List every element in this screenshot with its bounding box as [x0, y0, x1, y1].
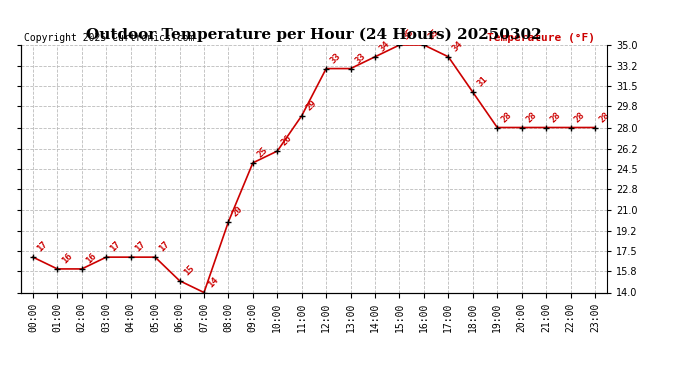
Text: 20: 20	[231, 204, 245, 218]
Text: 17: 17	[133, 240, 147, 254]
Text: 15: 15	[182, 263, 196, 277]
Text: Temperature (°F): Temperature (°F)	[487, 33, 595, 42]
Text: 28: 28	[524, 110, 538, 124]
Text: 29: 29	[304, 98, 318, 112]
Text: 16: 16	[84, 251, 98, 266]
Text: 28: 28	[573, 110, 587, 124]
Text: 17: 17	[109, 240, 123, 254]
Text: 26: 26	[279, 134, 294, 147]
Text: 28: 28	[500, 110, 513, 124]
Text: 28: 28	[549, 110, 562, 124]
Text: 14: 14	[206, 275, 220, 289]
Text: 25: 25	[255, 146, 269, 159]
Text: 35: 35	[426, 27, 440, 42]
Text: 34: 34	[377, 39, 391, 53]
Text: 17: 17	[157, 240, 172, 254]
Text: 33: 33	[353, 51, 367, 65]
Text: 35: 35	[402, 27, 416, 42]
Title: Outdoor Temperature per Hour (24 Hours) 20250302: Outdoor Temperature per Hour (24 Hours) …	[86, 28, 542, 42]
Text: 28: 28	[598, 110, 611, 124]
Text: 17: 17	[35, 240, 49, 254]
Text: Copyright 2025 Curtronics.com: Copyright 2025 Curtronics.com	[23, 33, 194, 42]
Text: 31: 31	[475, 75, 489, 88]
Text: 16: 16	[60, 251, 74, 266]
Text: 34: 34	[451, 39, 465, 53]
Text: 33: 33	[328, 51, 342, 65]
